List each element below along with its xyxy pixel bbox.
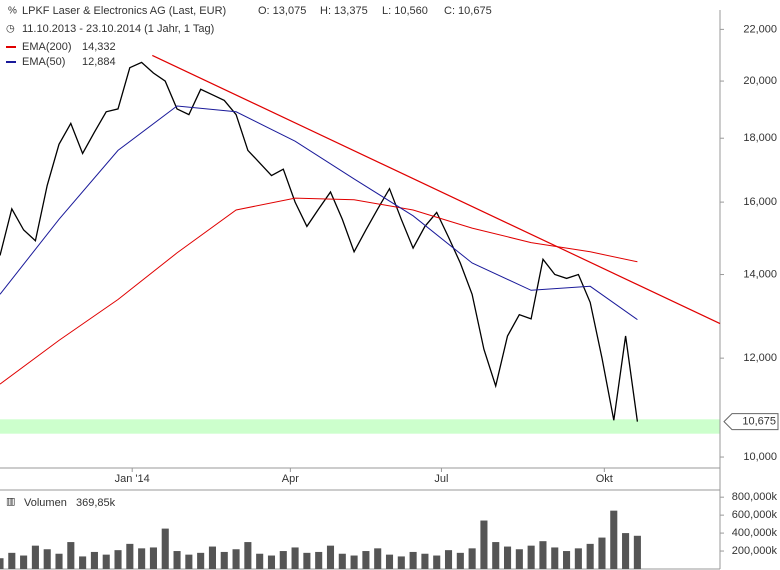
volume-bar (527, 545, 535, 569)
y-tick-label: 12,000 (743, 352, 777, 364)
volume-bar (633, 535, 641, 569)
quote: O: 13,075 (258, 5, 306, 17)
volume-bar (256, 553, 264, 569)
x-tick-label: Jul (434, 473, 448, 485)
volume-bar (79, 556, 87, 569)
volume-bar (492, 542, 500, 569)
chart-title: LPKF Laser & Electronics AG (Last, EUR) (22, 5, 226, 17)
volume-bar (126, 543, 134, 569)
last-price-tag (723, 413, 779, 431)
y-tick-label: 600,000k (732, 509, 778, 521)
x-tick-label: Okt (596, 473, 613, 485)
volume-bar (385, 554, 394, 569)
volume-bar (114, 550, 122, 569)
volume-bar (515, 549, 523, 569)
volume-bar (31, 545, 39, 569)
period: 11.10.2013 - 23.10.2014 (1 Jahr, 1 Tag) (22, 23, 214, 35)
volume-bar (8, 552, 16, 569)
quote: C: 10,675 (444, 5, 492, 17)
volume-bar (374, 548, 382, 569)
quote: H: 13,375 (320, 5, 368, 17)
volume-bar (350, 555, 358, 569)
y-tick-label: 18,000 (743, 132, 777, 144)
volume-bar (504, 546, 512, 569)
volume-bar (409, 551, 417, 569)
y-tick-label: 10,000 (743, 451, 777, 463)
volume-bar (267, 555, 276, 569)
volume-bar (197, 552, 205, 569)
y-tick-label: 20,000 (743, 75, 777, 87)
volume-bar (456, 552, 464, 569)
quote: L: 10,560 (382, 5, 428, 17)
volume-bar (208, 546, 216, 569)
volume-bar (433, 555, 441, 569)
volume-bar (480, 520, 488, 569)
volume-bar (303, 552, 311, 569)
volume-title: Volumen (24, 497, 67, 509)
clock-icon: ◷ (6, 24, 15, 35)
volume-bar (90, 551, 98, 569)
volume-bar (586, 543, 594, 569)
ema-line (0, 197, 638, 385)
volume-bar (232, 549, 240, 569)
volume-bar (149, 547, 157, 569)
volume-bar (539, 541, 547, 569)
volume-bar (338, 553, 346, 569)
volume-bar (610, 510, 618, 569)
volume-bar (598, 537, 606, 569)
icon: % (8, 6, 17, 17)
ema-line (0, 105, 638, 321)
legend-value: 14,332 (82, 41, 116, 53)
y-tick-label: 800,000k (732, 491, 778, 503)
y-tick-label: 400,000k (732, 527, 778, 539)
y-tick-label: 200,000k (732, 545, 778, 557)
y-tick-label: 14,000 (743, 268, 777, 280)
volume-icon: ▥ (6, 497, 15, 508)
legend-label: EMA(200) (22, 41, 72, 53)
volume-bar (138, 548, 146, 569)
volume-bar (622, 533, 630, 569)
volume-bar (551, 547, 559, 569)
volume-bar (444, 550, 453, 569)
x-tick-label: Jan '14 (115, 473, 150, 485)
volume-bar (161, 528, 169, 569)
trendline (152, 54, 721, 325)
volume-bar (397, 556, 405, 569)
volume-bar (185, 554, 193, 569)
last-price-label: 10,675 (742, 416, 776, 428)
volume-bar (102, 554, 110, 569)
volume-bar (43, 549, 51, 569)
x-tick-label: Apr (282, 473, 299, 485)
volume-bar (244, 542, 252, 569)
legend-value: 12,884 (82, 56, 116, 68)
volume-bar (563, 551, 571, 569)
volume-bar (326, 545, 335, 569)
volume-value: 369,85k (76, 497, 116, 509)
volume-bar (0, 558, 4, 569)
price-line (0, 61, 639, 422)
legend-label: EMA(50) (22, 56, 65, 68)
volume-bar (362, 551, 370, 569)
volume-bar (574, 548, 582, 569)
volume-bar (67, 542, 75, 569)
volume-bar (421, 553, 429, 569)
volume-bar (468, 548, 476, 569)
y-tick-label: 16,000 (743, 196, 777, 208)
volume-bar (315, 551, 323, 569)
volume-bar (173, 551, 181, 569)
support-band (0, 419, 720, 434)
volume-bar (291, 547, 299, 569)
volume-bar (220, 551, 228, 569)
y-tick-label: 22,000 (743, 23, 777, 35)
volume-bar (20, 555, 28, 569)
volume-bar (55, 553, 63, 569)
volume-bar (279, 551, 287, 569)
